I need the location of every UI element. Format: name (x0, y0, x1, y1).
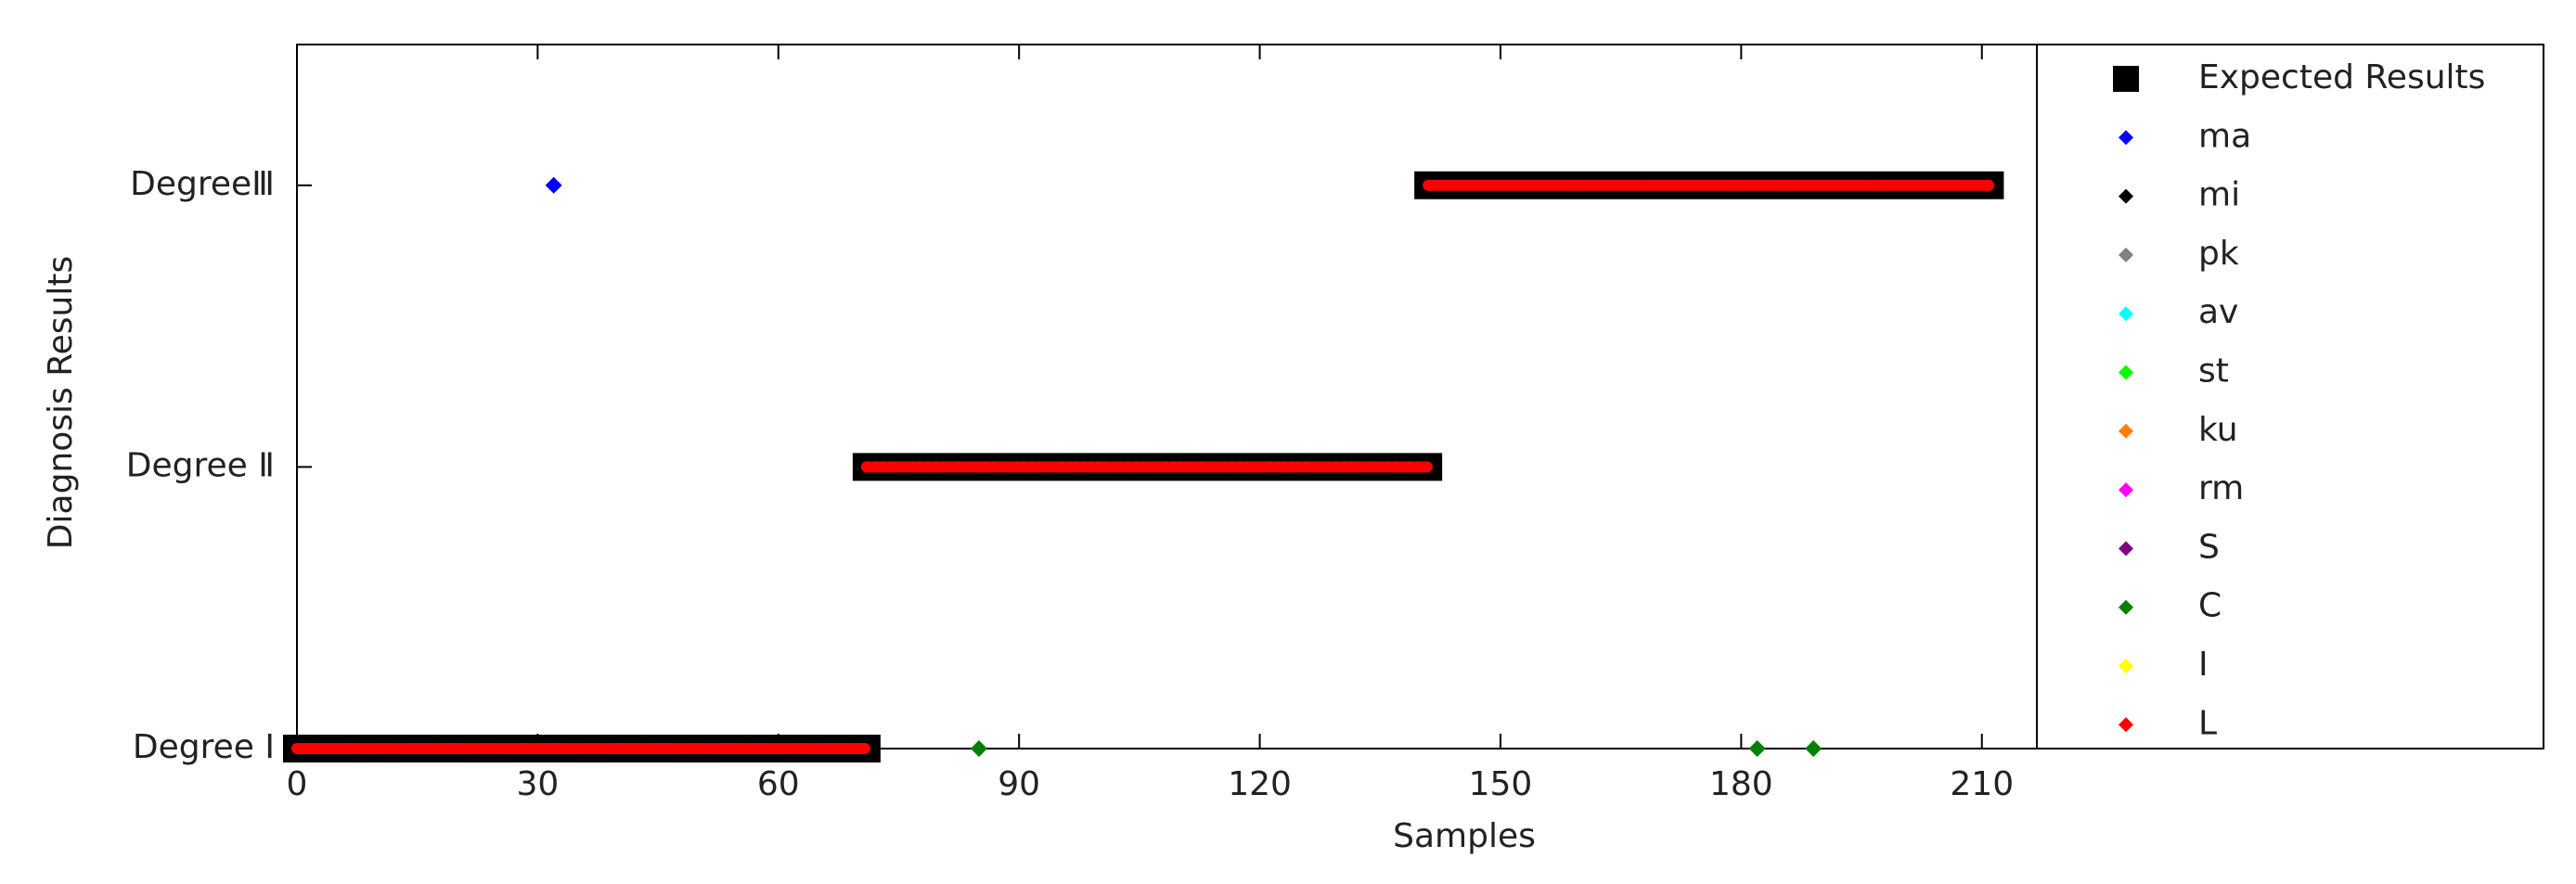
x-tick-label: 180 (1709, 765, 1773, 803)
legend-label: I (2198, 646, 2209, 684)
legend-label: mi (2198, 176, 2240, 214)
legend-marker (2119, 541, 2133, 557)
legend-marker (2119, 306, 2133, 322)
legend-label: L (2198, 704, 2217, 742)
legend-marker (2119, 717, 2133, 733)
legend-box (2036, 44, 2544, 749)
y-tick-label: DegreeⅢ (130, 165, 275, 203)
legend-marker (2119, 247, 2133, 263)
legend-marker (2119, 659, 2133, 673)
legend-marker (2113, 66, 2139, 92)
point (970, 740, 987, 757)
legend-label: S (2198, 528, 2220, 566)
legend-label: ku (2198, 411, 2238, 449)
legend-marker (2119, 188, 2133, 204)
point (545, 176, 562, 194)
x-tick-label: 210 (1950, 765, 2014, 803)
y-tick-label: Degree Ⅱ (126, 446, 275, 484)
y-tick-label: Degree Ⅰ (133, 728, 275, 766)
x-tick-label: 30 (516, 765, 559, 803)
x-tick-label: 150 (1469, 765, 1533, 803)
x-tick-label: 120 (1228, 765, 1292, 803)
legend-label: st (2198, 352, 2229, 391)
legend-label: av (2198, 293, 2238, 331)
legend-label: C (2198, 587, 2222, 625)
x-tick-label: 0 (287, 765, 308, 803)
legend-marker (2119, 423, 2133, 439)
legend-marker (2119, 130, 2133, 146)
legend-marker (2119, 365, 2133, 380)
legend-label: pk (2198, 235, 2239, 273)
legend-label: Expected Results (2198, 58, 2485, 96)
legend-label: ma (2198, 117, 2251, 155)
series-line (291, 179, 1996, 754)
legend-label: rm (2198, 469, 2244, 507)
legend-marker (2119, 599, 2133, 615)
x-tick-label: 90 (998, 765, 1040, 803)
x-tick-label: 60 (757, 765, 800, 803)
legend-marker (2119, 482, 2133, 498)
point (1748, 740, 1766, 757)
y-axis-label: Diagnosis Results (42, 256, 80, 549)
x-axis-label: Samples (1393, 817, 1536, 855)
point (1805, 740, 1823, 757)
